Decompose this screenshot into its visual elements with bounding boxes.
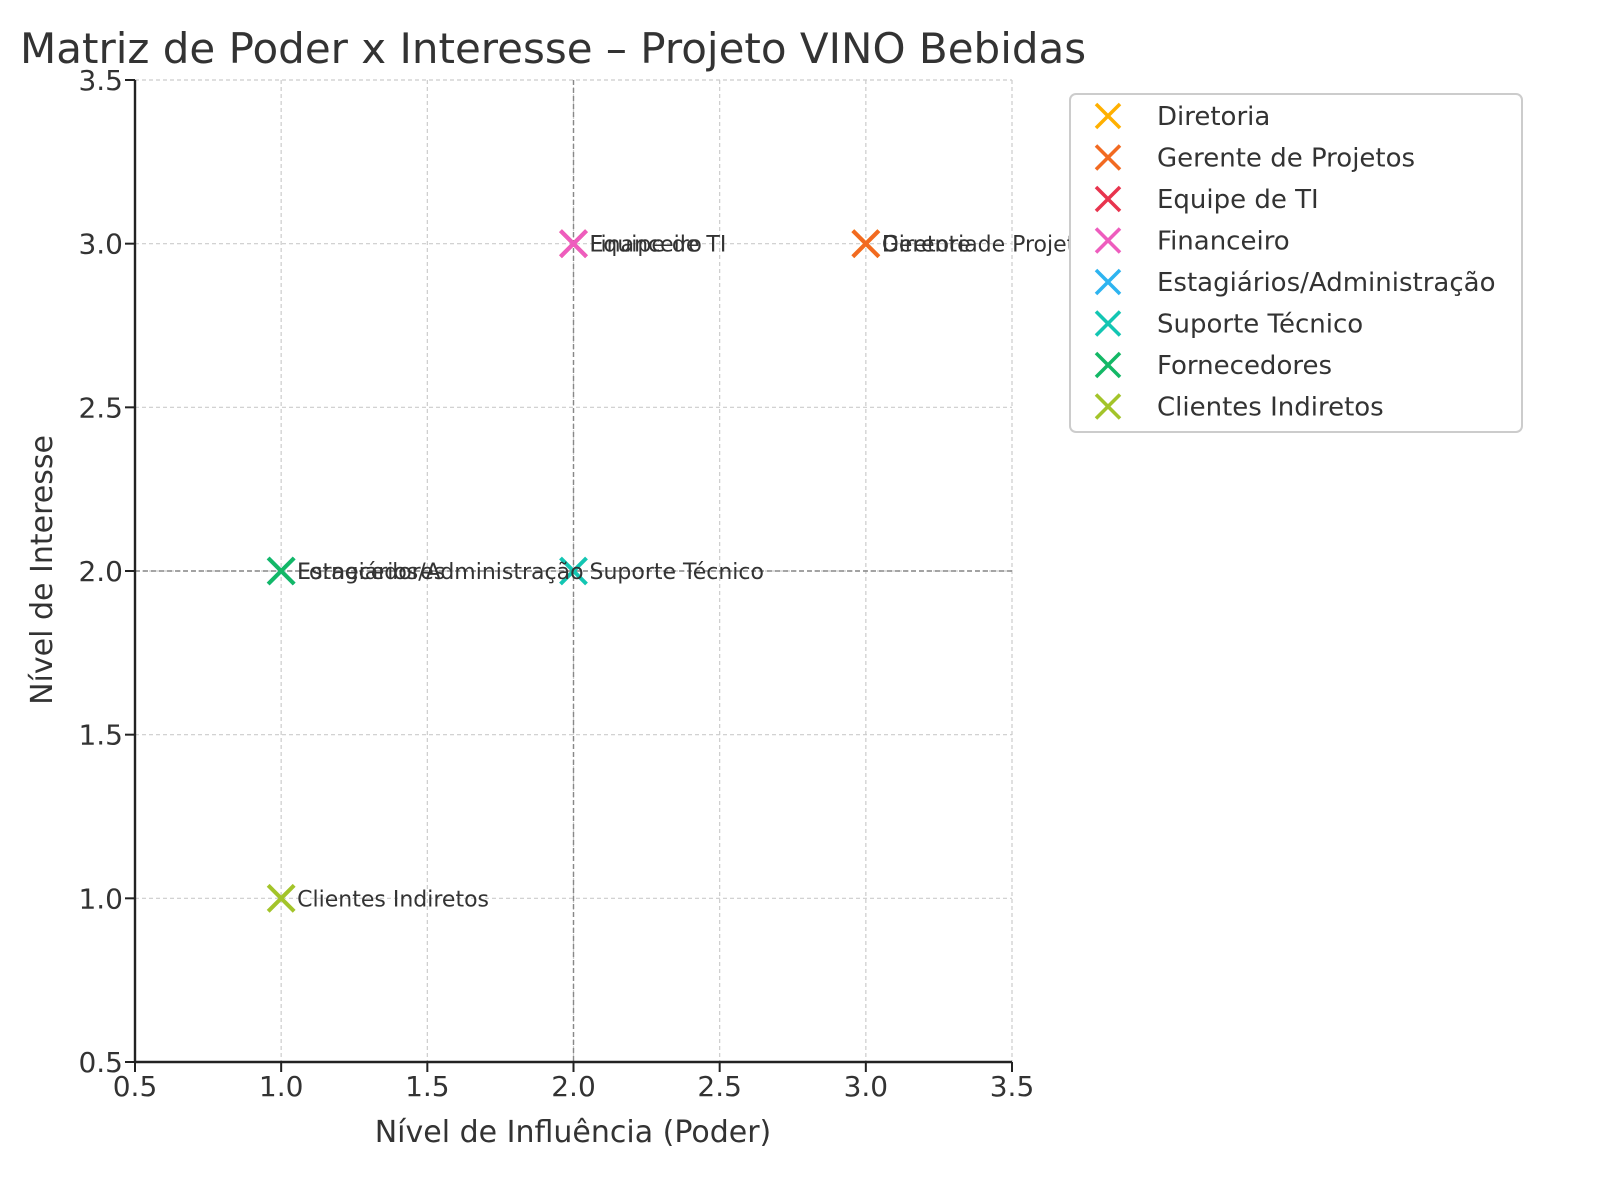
data-point bbox=[266, 883, 296, 913]
legend-label: Fornecedores bbox=[1157, 351, 1332, 381]
y-tick-label: 3.0 bbox=[78, 228, 123, 261]
legend-label: Estagiários/Administração bbox=[1157, 268, 1495, 298]
y-tick-label: 1.5 bbox=[78, 719, 123, 752]
legend-marker bbox=[1094, 185, 1122, 213]
point-label: Equipe de TI bbox=[590, 233, 727, 258]
point-label: Gerente de Projetos bbox=[882, 233, 1100, 258]
legend-marker bbox=[1094, 351, 1122, 379]
legend: Diretoria Gerente de Projetos Equipe de TI… bbox=[1069, 93, 1523, 433]
y-tick-label: 1.0 bbox=[78, 882, 123, 915]
x-tick-label: 3.0 bbox=[844, 1070, 889, 1103]
point-label: Clientes Indiretos bbox=[297, 887, 489, 912]
legend-marker bbox=[1094, 144, 1122, 171]
legend-label: Gerente de Projetos bbox=[1157, 144, 1415, 174]
point-label: Estagiários/Administração bbox=[297, 560, 583, 585]
legend-label: Suporte Técnico bbox=[1157, 310, 1363, 340]
tick-labels: 0.5 1.0 1.5 2.0 2.5 3.0 3.5 0.5 1.0 1.5 2.0 2.5 3.0 3… bbox=[78, 64, 1034, 1103]
x-tick-label: 2.0 bbox=[551, 1070, 596, 1103]
legend-label: Diretoria bbox=[1157, 102, 1270, 132]
data-point bbox=[266, 556, 296, 586]
data-point bbox=[559, 229, 588, 259]
axes bbox=[125, 79, 1013, 1072]
data-point bbox=[851, 229, 881, 259]
y-axis-label: Nível de Interesse bbox=[25, 435, 60, 705]
x-tick-label: 2.5 bbox=[697, 1070, 742, 1103]
legend-box bbox=[1069, 93, 1523, 433]
data-point bbox=[559, 556, 588, 586]
legend-marker bbox=[1094, 268, 1122, 296]
y-tick-label: 2.0 bbox=[78, 555, 123, 588]
chart-title: Matriz de Poder x Interesse – Projeto VI… bbox=[20, 24, 1087, 73]
y-tick-label: 3.5 bbox=[78, 64, 123, 97]
x-tick-label: 1.0 bbox=[259, 1070, 304, 1103]
x-tick-label: 3.5 bbox=[990, 1070, 1035, 1103]
point-label: Financeiro bbox=[590, 233, 702, 258]
legend-label: Financeiro bbox=[1157, 227, 1290, 257]
legend-marker bbox=[1094, 393, 1122, 420]
point-label: Diretoria bbox=[882, 233, 978, 258]
x-axis-label: Nível de Influência (Poder) bbox=[375, 1115, 772, 1150]
legend-label: Clientes Indiretos bbox=[1157, 393, 1384, 423]
legend-marker bbox=[1094, 227, 1122, 254]
legend-marker bbox=[1094, 102, 1122, 130]
x-tick-label: 1.5 bbox=[405, 1070, 450, 1103]
legend-label: Equipe de TI bbox=[1157, 185, 1319, 215]
y-tick-label: 2.5 bbox=[78, 391, 123, 424]
point-label: Suporte Técnico bbox=[590, 560, 764, 585]
legend-marker bbox=[1094, 310, 1122, 337]
data-points bbox=[266, 229, 881, 913]
y-tick-label: 0.5 bbox=[78, 1046, 123, 1079]
x-tick-label: 0.5 bbox=[113, 1070, 158, 1103]
point-label: Fornecedores bbox=[297, 560, 445, 585]
